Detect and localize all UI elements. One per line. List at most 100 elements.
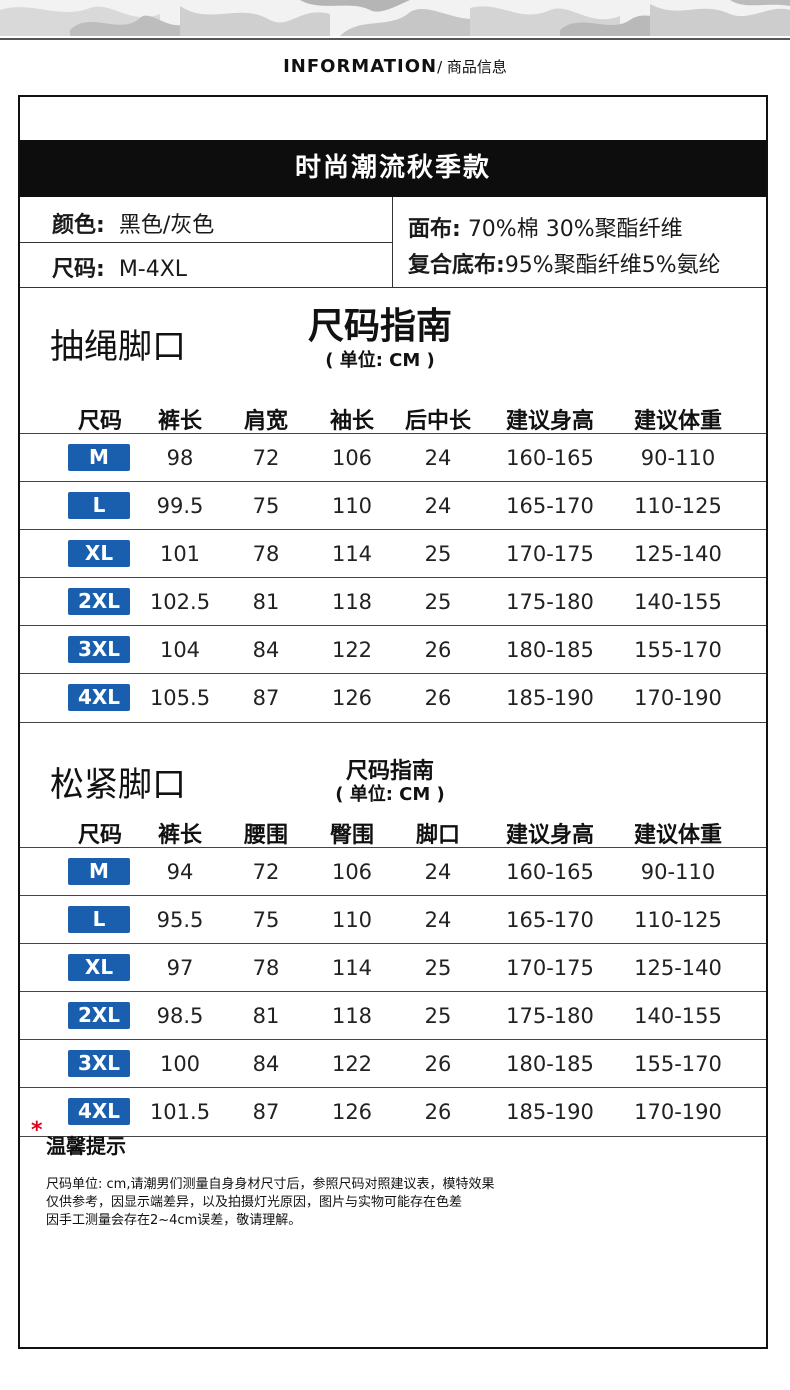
table-cell: 126: [331, 1100, 373, 1124]
table-cell: 90-110: [640, 860, 716, 884]
table-cell: 72: [252, 446, 280, 470]
table-cell: 170-175: [506, 542, 594, 566]
section1-unit: ( 单位: CM ): [325, 350, 435, 371]
information-heading-cn: / 商品信息: [437, 58, 507, 76]
tips-line: 仅供参考，因显示端差异，以及拍摄灯光原因，图片与实物可能存在色差: [46, 1195, 463, 1210]
table-cell: 90-110: [640, 446, 716, 470]
table-cell: 26: [424, 638, 452, 662]
table-cell: 99.5: [156, 494, 204, 518]
tips-line: 因手工测量会存在2~4cm误差，敬请理解。: [46, 1213, 302, 1228]
column-header: 腰围: [243, 823, 289, 848]
table-cell: 25: [424, 956, 452, 980]
table-cell: 24: [424, 494, 452, 518]
table-cell: 75: [252, 494, 280, 518]
table-cell: 155-170: [634, 638, 722, 662]
table-cell: 110: [331, 494, 373, 518]
table-cell: 105.5: [149, 686, 211, 710]
table-cell: 94: [166, 860, 194, 884]
column-header: 袖长: [329, 409, 375, 434]
lining-label: 复合底布:: [408, 253, 505, 278]
tips-title: 温馨提示: [46, 1134, 126, 1158]
section1-guide-title: 尺码指南: [307, 306, 452, 347]
table-row: M 94 72 106 24 160-165 90-110: [20, 847, 766, 896]
spec-divider: [20, 242, 392, 243]
size-badge: L: [68, 492, 130, 519]
table-cell: 87: [252, 1100, 280, 1124]
table-row: 4XL 101.5 87 126 26 185-190 170-190: [20, 1087, 766, 1137]
camo-banner: [0, 0, 790, 36]
fabric-label: 面布:: [408, 217, 461, 242]
table-cell: 110: [331, 908, 373, 932]
column-header: 脚口: [415, 823, 461, 848]
table-cell: 180-185: [506, 638, 594, 662]
table-cell: 160-165: [506, 446, 594, 470]
tips-text: 尺码单位: cm,请潮男们测量自身身材尺寸后，参照尺码对照建议表，模特效果 仅供…: [46, 1176, 686, 1230]
table-cell: 25: [424, 590, 452, 614]
size-badge: 2XL: [68, 588, 130, 615]
column-header: 尺码: [77, 823, 123, 848]
table-cell: 98.5: [156, 1004, 204, 1028]
column-header: 建议体重: [633, 823, 723, 848]
tips-line: 尺码单位: cm,请潮男们测量自身身材尺寸后，参照尺码对照建议表，模特效果: [46, 1177, 495, 1192]
column-header: 建议体重: [633, 409, 723, 434]
column-header: 建议身高: [505, 823, 595, 848]
size-badge: M: [68, 444, 130, 471]
size-badge: 3XL: [68, 1050, 130, 1077]
size-badge: M: [68, 858, 130, 885]
table-row: 3XL 100 84 122 26 180-185 155-170: [20, 1039, 766, 1088]
table-cell: 25: [424, 542, 452, 566]
table-cell: 140-155: [634, 590, 722, 614]
table-cell: 98: [166, 446, 194, 470]
table-cell: 175-180: [506, 590, 594, 614]
table-cell: 170-190: [634, 1100, 722, 1124]
section2-guide-title: 尺码指南: [345, 759, 434, 784]
color-spec: 颜色: 黑色/灰色: [52, 207, 214, 239]
table-cell: 95.5: [156, 908, 204, 932]
information-heading-en: INFORMATION: [283, 56, 438, 77]
size-label: 尺码:: [52, 257, 105, 282]
section1-title: 抽绳脚口: [50, 327, 186, 367]
table-cell: 122: [331, 1052, 373, 1076]
column-header: 建议身高: [505, 409, 595, 434]
fabric-value: 70%棉 30%聚酯纤维: [467, 217, 683, 242]
table-cell: 72: [252, 860, 280, 884]
column-header: 裤长: [157, 823, 203, 848]
table-row: M 98 72 106 24 160-165 90-110: [20, 433, 766, 482]
table-cell: 155-170: [634, 1052, 722, 1076]
season-banner: 时尚潮流秋季款: [20, 140, 766, 197]
size-chart-frame: 时尚潮流秋季款 颜色: 黑色/灰色 尺码: M-4XL 面布: 70%棉 30%…: [18, 95, 768, 1349]
spec-box: 颜色: 黑色/灰色 尺码: M-4XL 面布: 70%棉 30%聚酯纤维 复合底…: [20, 197, 766, 288]
table-cell: 140-155: [634, 1004, 722, 1028]
section2-table-header: 尺码 裤长 腰围 臀围 脚口 建议身高 建议体重: [20, 817, 766, 848]
table-cell: 125-140: [634, 542, 722, 566]
table-cell: 165-170: [506, 908, 594, 932]
section1-table-header: 尺码 裤长 肩宽 袖长 后中长 建议身高 建议体重: [20, 403, 766, 434]
table-cell: 170-175: [506, 956, 594, 980]
table-cell: 84: [252, 1052, 280, 1076]
table-cell: 125-140: [634, 956, 722, 980]
table-cell: 75: [252, 908, 280, 932]
table-cell: 24: [424, 446, 452, 470]
table-cell: 114: [331, 542, 373, 566]
table-cell: 104: [159, 638, 201, 662]
table-cell: 114: [331, 956, 373, 980]
column-header: 裤长: [157, 409, 203, 434]
column-header: 尺码: [77, 409, 123, 434]
table-row: XL 97 78 114 25 170-175 125-140: [20, 943, 766, 992]
table-cell: 106: [331, 860, 373, 884]
table-cell: 26: [424, 686, 452, 710]
size-badge: XL: [68, 954, 130, 981]
section2-unit: ( 单位: CM ): [335, 784, 445, 805]
table-cell: 110-125: [634, 494, 722, 518]
table-row: 4XL 105.5 87 126 26 185-190 170-190: [20, 673, 766, 723]
information-heading: INFORMATION/ 商品信息: [0, 56, 790, 77]
table-cell: 106: [331, 446, 373, 470]
table-cell: 170-190: [634, 686, 722, 710]
table-row: 2XL 98.5 81 118 25 175-180 140-155: [20, 991, 766, 1040]
lining-spec: 复合底布:95%聚酯纤维5%氨纶: [408, 247, 721, 279]
color-value: 黑色/灰色: [118, 213, 215, 238]
table-cell: 24: [424, 908, 452, 932]
table-row: XL 101 78 114 25 170-175 125-140: [20, 529, 766, 578]
table-cell: 84: [252, 638, 280, 662]
table-cell: 110-125: [634, 908, 722, 932]
